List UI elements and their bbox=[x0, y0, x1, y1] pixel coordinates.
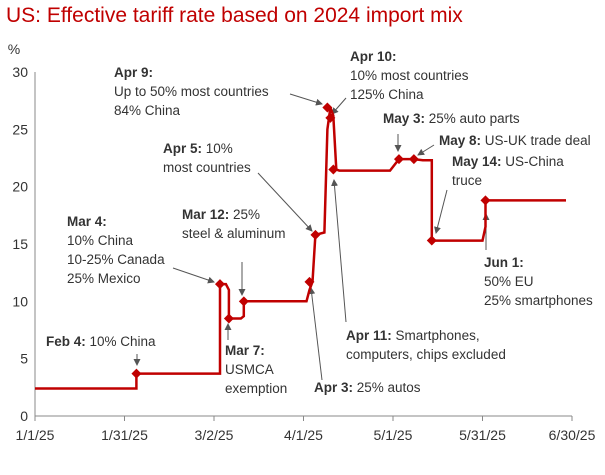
annotation: Apr 11: Smartphones, computers, chips exc… bbox=[346, 328, 506, 362]
data-point-marker bbox=[131, 368, 142, 379]
annotation-text: Apr 10: bbox=[350, 49, 397, 64]
x-tick-label: 5/31/25 bbox=[459, 427, 506, 443]
y-tick-label: 5 bbox=[20, 351, 28, 367]
series-line-effective-tariff bbox=[35, 107, 566, 390]
annotation: May 14: US-China truce bbox=[452, 154, 564, 188]
data-point-marker bbox=[328, 164, 339, 175]
x-tick-label: 6/30/25 bbox=[549, 427, 596, 443]
annotation-text: computers, chips excluded bbox=[346, 347, 506, 362]
y-tick-label: 15 bbox=[12, 236, 28, 252]
annotation-text: May 14: US-China bbox=[452, 154, 564, 169]
y-axis-unit-label: % bbox=[8, 41, 20, 57]
data-point-marker bbox=[214, 279, 225, 290]
annotation: Apr 10: 10% most countries 125% China bbox=[350, 49, 469, 102]
annotation: May 8: US-UK trade deal bbox=[439, 133, 591, 148]
annotation-text: May 3: 25% auto parts bbox=[383, 111, 520, 126]
annotation-text: steel & aluminum bbox=[182, 226, 286, 241]
chart-title: US: Effective tariff rate based on 2024 … bbox=[6, 4, 463, 27]
annotation-arrow bbox=[257, 172, 313, 232]
data-point-marker bbox=[325, 112, 336, 123]
annotation-text: Feb 4: 10% China bbox=[46, 334, 156, 349]
annotation-text: Apr 5: 10% bbox=[163, 141, 233, 156]
annotation-arrow bbox=[172, 267, 215, 284]
annotation-text: most countries bbox=[163, 160, 251, 175]
annotation-arrow bbox=[434, 189, 448, 234]
annotation: Mar 12: 25% steel & aluminum bbox=[182, 207, 286, 241]
x-tick-label: 1/1/25 bbox=[16, 427, 55, 443]
data-point-marker bbox=[393, 154, 404, 165]
y-tick-label: 25 bbox=[12, 121, 28, 137]
annotation-arrow bbox=[308, 287, 323, 381]
data-point-marker bbox=[223, 313, 234, 324]
data-point-marker bbox=[426, 235, 437, 246]
annotation-text: Jun 1: bbox=[484, 255, 524, 270]
y-tick-label: 10 bbox=[12, 293, 28, 309]
annotation-text: Apr 3: 25% autos bbox=[314, 380, 421, 395]
annotation-text: 10-25% Canada bbox=[67, 252, 165, 267]
annotation: Apr 3: 25% autos bbox=[314, 380, 421, 395]
annotation-text: USMCA bbox=[225, 362, 274, 377]
annotation-text: 25% smartphones bbox=[484, 293, 593, 308]
annotation-text: truce bbox=[452, 173, 482, 188]
x-tick-label: 4/1/25 bbox=[284, 427, 323, 443]
annotation: May 3: 25% auto parts bbox=[383, 111, 520, 126]
annotation-text: 10% China bbox=[67, 233, 134, 248]
annotation-arrow bbox=[331, 179, 347, 323]
annotation: Jun 1: 50% EU 25% smartphones bbox=[484, 255, 593, 308]
data-point-marker bbox=[322, 102, 333, 113]
annotation-text: 25% Mexico bbox=[67, 271, 141, 286]
x-tick-label: 1/31/25 bbox=[101, 427, 148, 443]
annotation-arrow bbox=[331, 97, 347, 115]
annotation-text: Apr 9: bbox=[114, 65, 153, 80]
annotation: Apr 5: 10% most countries bbox=[163, 141, 251, 175]
annotation-arrow bbox=[417, 144, 435, 156]
y-tick-label: 30 bbox=[12, 64, 28, 80]
data-point-marker bbox=[408, 154, 419, 165]
data-point-marker bbox=[480, 195, 491, 206]
annotation: Apr 9: Up to 50% most countries 84% China bbox=[114, 65, 269, 118]
x-tick-label: 5/1/25 bbox=[374, 427, 413, 443]
annotation-text: exemption bbox=[225, 381, 287, 396]
annotation-text: May 8: US-UK trade deal bbox=[439, 133, 591, 148]
annotation-arrow bbox=[289, 93, 323, 106]
annotation: Feb 4: 10% China bbox=[46, 334, 156, 349]
annotation-text: 10% most countries bbox=[350, 68, 469, 83]
annotation: Mar 7: USMCA exemption bbox=[225, 343, 287, 396]
annotation-text: Up to 50% most countries bbox=[114, 84, 269, 99]
data-point-marker bbox=[238, 296, 249, 307]
annotation-text: 50% EU bbox=[484, 274, 534, 289]
data-point-marker bbox=[304, 276, 315, 287]
annotation-text: Mar 7: bbox=[225, 343, 265, 358]
annotation-text: Apr 11: Smartphones, bbox=[346, 328, 480, 343]
annotation-text: Mar 12: 25% bbox=[182, 207, 260, 222]
y-tick-label: 20 bbox=[12, 179, 28, 195]
x-tick-label: 3/2/25 bbox=[195, 427, 234, 443]
annotation: Mar 4: 10% China 10-25% Canada 25% Mexico bbox=[67, 214, 165, 286]
annotation-text: 84% China bbox=[114, 103, 181, 118]
data-point-marker bbox=[310, 229, 321, 240]
y-tick-label: 0 bbox=[20, 408, 28, 424]
annotation-text: 125% China bbox=[350, 87, 424, 102]
annotation-text: Mar 4: bbox=[67, 214, 107, 229]
